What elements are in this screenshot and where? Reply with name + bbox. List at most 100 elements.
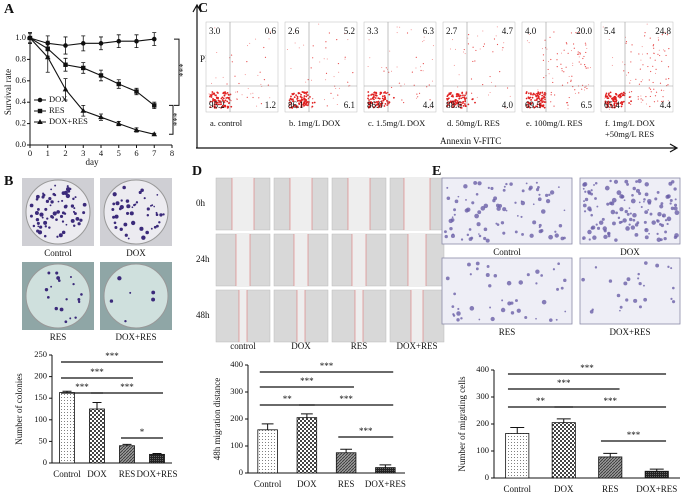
flow-dot [293, 104, 296, 107]
y-tick-label: 300 [230, 386, 243, 396]
flow-dot [561, 52, 563, 54]
flow-dot [527, 96, 530, 99]
flow-dot [460, 101, 462, 103]
cell [456, 311, 461, 316]
y-tick-label: 50 [39, 435, 48, 445]
cell [463, 184, 468, 189]
flow-dot [615, 104, 618, 107]
flow-dot [257, 74, 259, 76]
y-tick-label: 0.6 [15, 75, 26, 85]
panel-letter: A [4, 2, 15, 17]
colony [57, 279, 61, 282]
cell [453, 208, 457, 212]
flow-dot [416, 93, 418, 95]
colony [66, 185, 69, 188]
colony [158, 221, 161, 224]
flow-dot [369, 57, 371, 59]
sig-label: *** [627, 430, 641, 440]
flow-dot [537, 95, 540, 98]
cell [637, 178, 642, 184]
flow-dot [571, 75, 573, 77]
cell [643, 297, 648, 302]
cell [548, 234, 553, 240]
cell [666, 194, 670, 198]
flow-dot [650, 91, 652, 93]
quadrant-value: 4.0 [502, 100, 514, 110]
flow-dot [658, 49, 660, 51]
flow-dot [447, 94, 449, 97]
point [133, 127, 140, 133]
y-tick-label: 0 [239, 467, 243, 477]
flow-dot [269, 97, 271, 99]
flow-dot [460, 101, 462, 104]
flow-dot [392, 96, 395, 99]
scratch [352, 234, 366, 286]
flow-dot [211, 100, 214, 103]
flow-dot [565, 66, 567, 68]
flow-dot [298, 47, 300, 49]
cell [478, 234, 482, 238]
cell [469, 306, 475, 311]
colony [50, 285, 53, 288]
flow-dot [297, 99, 300, 102]
flow-dot [556, 53, 558, 55]
sig-label: *** [178, 63, 188, 77]
x-tick-label: 5 [117, 148, 121, 158]
photo [441, 257, 573, 325]
flow-dot [541, 92, 543, 95]
panel-letter: B [4, 174, 13, 189]
flow-dot [305, 100, 307, 102]
bar [551, 422, 576, 479]
plate [103, 263, 169, 329]
colony [72, 197, 75, 201]
flow-dot [219, 100, 221, 102]
flow-dot [628, 96, 631, 99]
x-tick-label: 2 [63, 148, 67, 158]
cell [635, 180, 638, 183]
flow-dot [300, 102, 303, 104]
flow-dot [617, 95, 620, 98]
y-axis-label: Survival rate [3, 69, 13, 115]
flow-dot [286, 49, 288, 51]
cell [604, 185, 610, 191]
flow-dot [223, 94, 226, 97]
flow-dot [621, 101, 624, 104]
flow-dot [368, 105, 371, 108]
flow-dot [453, 105, 455, 108]
dot-plot-frame [521, 21, 595, 113]
plot-label: c. 1.5mg/L DOX [368, 118, 425, 128]
flow-dot [640, 59, 642, 61]
cell [596, 226, 601, 230]
quadrant-value: 86.1 [288, 100, 304, 110]
colony [82, 202, 87, 207]
flow-dot [547, 60, 549, 62]
y-tick-label: 400 [476, 364, 489, 374]
flow-dot [661, 60, 663, 62]
flow-dot [217, 97, 219, 100]
flow-dot [573, 47, 575, 49]
flow-dot [374, 97, 377, 99]
flow-dot [380, 105, 383, 108]
flow-dot [602, 26, 604, 28]
flow-dot [655, 68, 657, 70]
flow-dot [567, 108, 569, 110]
flow-dot [312, 57, 314, 59]
flow-dot [618, 94, 621, 96]
flow-dot [367, 94, 370, 97]
cell [640, 205, 643, 209]
flow-dot [209, 94, 212, 96]
colony [159, 213, 163, 217]
flow-dot [259, 71, 261, 73]
flow-dot [401, 99, 403, 101]
colony [41, 216, 44, 219]
flow-dot [377, 100, 380, 103]
flow-dot [462, 94, 464, 97]
flow-dot [582, 57, 584, 60]
cell [538, 229, 543, 234]
flow-dot [504, 106, 506, 108]
quadrant-value: 3.0 [209, 26, 221, 36]
cell [615, 211, 618, 215]
flow-dot [456, 101, 459, 104]
quadrant-value: 20.0 [576, 26, 592, 36]
flow-dot [531, 96, 534, 99]
